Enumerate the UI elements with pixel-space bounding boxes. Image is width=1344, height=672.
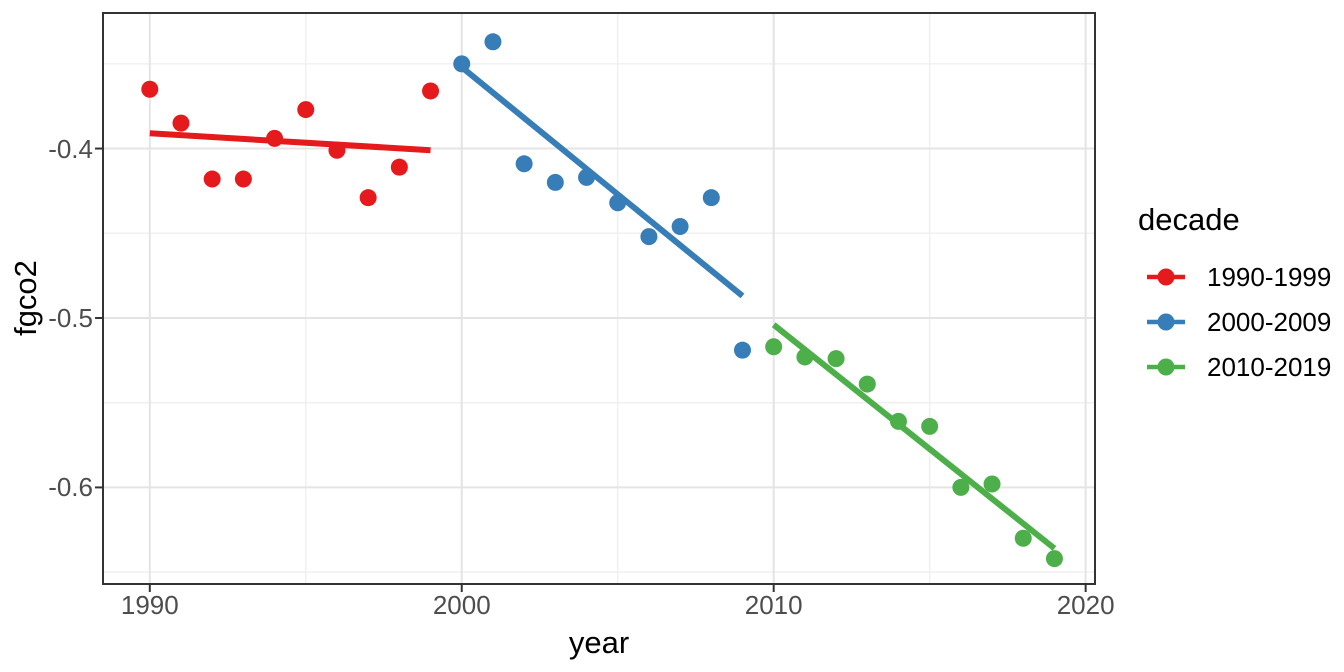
trend-line bbox=[459, 64, 745, 299]
data-point bbox=[203, 170, 221, 188]
data-point bbox=[422, 82, 440, 100]
y-axis-tick-label: -0.5 bbox=[48, 302, 93, 333]
y-axis-tick-label: -0.6 bbox=[48, 472, 93, 503]
data-point bbox=[671, 217, 689, 235]
data-point bbox=[172, 114, 190, 132]
data-point bbox=[702, 189, 720, 207]
trend-line bbox=[771, 322, 1057, 551]
trend-line bbox=[149, 130, 431, 154]
data-point bbox=[546, 173, 564, 191]
data-point bbox=[983, 475, 1001, 493]
data-point bbox=[640, 228, 658, 246]
data-point bbox=[765, 338, 783, 356]
x-axis-tick-label: 1990 bbox=[120, 590, 179, 620]
data-point bbox=[234, 170, 252, 188]
data-point bbox=[484, 33, 502, 51]
data-point bbox=[921, 417, 939, 435]
x-axis-title: year bbox=[568, 625, 630, 660]
data-point bbox=[359, 189, 377, 207]
data-point bbox=[297, 101, 315, 119]
data-point bbox=[733, 341, 751, 359]
data-point bbox=[952, 478, 970, 496]
y-axis-title: fgco2 bbox=[8, 260, 43, 336]
data-point bbox=[827, 350, 845, 368]
x-axis-tick-label: 2020 bbox=[1056, 590, 1115, 620]
x-axis-tick-label: 2000 bbox=[432, 590, 491, 620]
panel-border bbox=[102, 12, 1096, 585]
data-point bbox=[141, 80, 159, 98]
panel-background bbox=[103, 13, 1095, 584]
x-axis-tick-label: 2010 bbox=[744, 590, 803, 620]
data-point bbox=[858, 375, 876, 393]
data-point bbox=[1045, 550, 1063, 568]
data-point bbox=[1014, 529, 1032, 547]
y-axis-tick-label: -0.4 bbox=[48, 133, 93, 164]
data-point bbox=[515, 155, 533, 173]
data-point bbox=[390, 158, 408, 176]
